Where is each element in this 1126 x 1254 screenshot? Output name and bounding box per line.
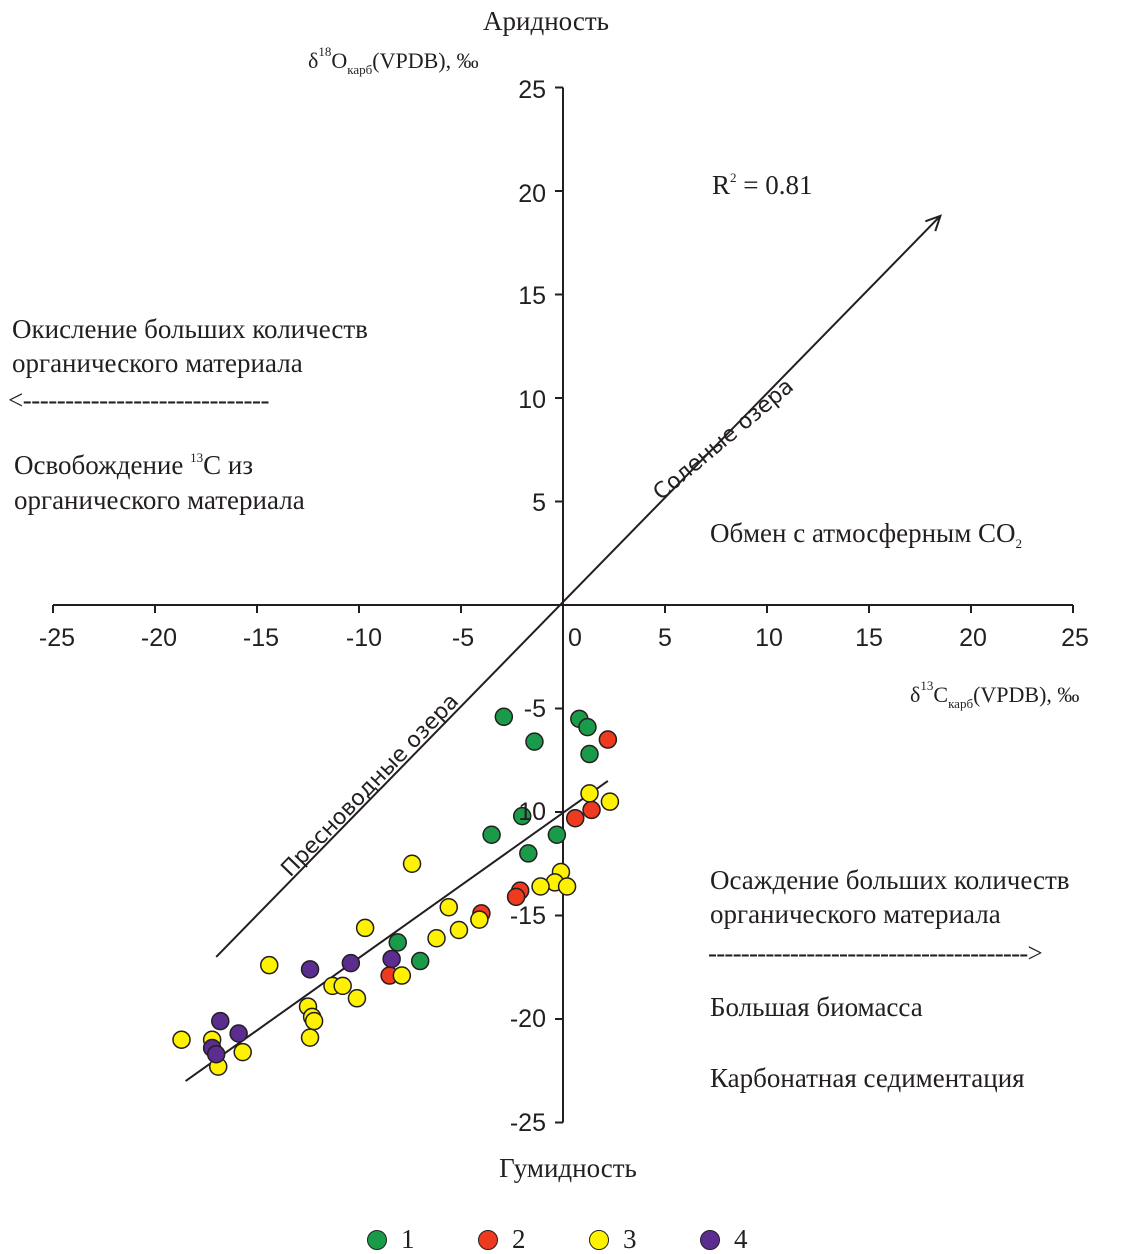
data-point-series-2 bbox=[506, 887, 526, 907]
annotation-carbonate: Карбонатная седиментация bbox=[710, 1063, 1025, 1093]
data-point-series-1 bbox=[547, 825, 567, 845]
legend-marker-3 bbox=[589, 1229, 609, 1250]
x-axis-label: δ13Cкарб(VPDB), ‰ bbox=[910, 678, 1080, 711]
data-point-series-2 bbox=[565, 808, 585, 828]
regression-line bbox=[185, 780, 609, 1082]
data-point-series-1 bbox=[578, 717, 597, 737]
y-tick-label: 25 bbox=[518, 76, 546, 104]
annotation-biomass: Большая биомасса bbox=[710, 992, 923, 1022]
legend-item-2: 2 bbox=[478, 1226, 526, 1253]
legend-label-1: 1 bbox=[401, 1224, 415, 1254]
regression-line-path bbox=[185, 780, 609, 1082]
x-tick-label: 0 bbox=[568, 624, 582, 652]
y-tick-label: -15 bbox=[509, 902, 546, 930]
diagonal-arrow bbox=[215, 214, 943, 958]
y-tick-label: 15 bbox=[518, 282, 546, 310]
left-dashed-arrow: <----------------------------- bbox=[8, 385, 269, 415]
data-point-series-3 bbox=[427, 929, 446, 948]
data-point-series-3 bbox=[300, 1028, 320, 1047]
axes bbox=[52, 86, 1074, 1124]
data-point-series-3 bbox=[600, 792, 620, 811]
data-point-series-4 bbox=[341, 953, 361, 973]
annotation-co2-exchange: Обмен с атмосферным СО2 bbox=[710, 518, 1023, 551]
x-tick-label: -10 bbox=[345, 624, 383, 652]
data-point-series-3 bbox=[259, 955, 279, 975]
data-point-series-4 bbox=[211, 1011, 230, 1031]
legend-marker-4 bbox=[700, 1229, 720, 1250]
legend-label-4: 4 bbox=[734, 1224, 748, 1254]
x-tick-label: 5 bbox=[658, 624, 672, 652]
legend-marker-2 bbox=[478, 1229, 498, 1250]
legend-item-3: 3 bbox=[589, 1226, 637, 1253]
aridity-label: Аридность bbox=[483, 6, 609, 36]
y-tick-label: 10 bbox=[518, 386, 546, 414]
data-point-series-3 bbox=[304, 1011, 324, 1031]
data-point-series-3 bbox=[580, 784, 599, 803]
data-point-series-1 bbox=[580, 744, 599, 764]
diagonal-arrow-line bbox=[215, 215, 942, 958]
annotation-deposition: Осаждение больших количеств bbox=[710, 865, 1070, 895]
data-point-series-4 bbox=[206, 1044, 226, 1064]
data-point-series-1 bbox=[482, 825, 501, 845]
legend-item-4: 4 bbox=[700, 1226, 748, 1253]
data-point-series-1 bbox=[388, 933, 408, 952]
diagonal-arrow-head bbox=[925, 214, 943, 232]
data-point-series-1 bbox=[512, 806, 532, 826]
annotation-organic-material: органического материала bbox=[12, 348, 303, 378]
data-point-series-1 bbox=[525, 732, 544, 751]
data-point-series-4 bbox=[382, 949, 401, 969]
x-tick-label: 15 bbox=[855, 624, 883, 652]
y-tick-label: -20 bbox=[509, 1005, 546, 1033]
y-tick-label: 5 bbox=[532, 489, 546, 517]
annotation-organic-material-2: органического материала bbox=[14, 485, 305, 515]
x-tick-label: -25 bbox=[38, 624, 76, 652]
x-tick-label: -5 bbox=[451, 624, 475, 652]
data-point-series-3 bbox=[233, 1042, 252, 1062]
legend-item-1: 1 bbox=[367, 1226, 415, 1253]
data-point-series-2 bbox=[598, 730, 618, 749]
legend-label-3: 3 bbox=[623, 1224, 637, 1254]
x-tick-label: -15 bbox=[242, 624, 280, 652]
humidity-label: Гумидность bbox=[499, 1153, 637, 1183]
data-point-series-3 bbox=[439, 897, 459, 917]
y-tick-label: -25 bbox=[509, 1109, 546, 1137]
x-tick-label: 10 bbox=[755, 624, 783, 652]
y-tick-label: 20 bbox=[518, 180, 546, 208]
y-tick-label: -5 bbox=[523, 695, 546, 723]
x-tick-label: -20 bbox=[140, 624, 178, 652]
right-dashed-arrow: ---------------------------------------> bbox=[708, 938, 1043, 968]
y-axis-label: δ18Oкарб(VPDB), ‰ bbox=[308, 44, 479, 77]
legend-label-2: 2 bbox=[512, 1224, 526, 1254]
data-point-series-1 bbox=[494, 707, 514, 727]
data-point-series-3 bbox=[531, 877, 550, 896]
data-point-series-2 bbox=[582, 800, 601, 820]
data-point-series-1 bbox=[410, 951, 430, 971]
data-point-series-3 bbox=[333, 976, 352, 996]
data-point-series-4 bbox=[229, 1024, 248, 1043]
data-point-series-3 bbox=[392, 966, 412, 985]
r-squared-label: R2 = 0.81 bbox=[712, 170, 813, 200]
data-point-series-3 bbox=[347, 989, 367, 1008]
legend-marker-1 bbox=[367, 1229, 387, 1250]
annotation-organic-material-3: органического материала bbox=[710, 899, 1001, 929]
data-point-series-3 bbox=[470, 910, 489, 929]
data-point-series-4 bbox=[300, 960, 320, 979]
data-point-series-3 bbox=[557, 877, 577, 896]
x-tick-label: 20 bbox=[959, 624, 987, 652]
data-point-series-1 bbox=[519, 844, 538, 863]
y-tick-label: 10 bbox=[518, 798, 546, 826]
annotation-oxidation: Окисление больших количеств bbox=[12, 314, 368, 344]
data-point-series-3 bbox=[172, 1030, 191, 1049]
data-point-series-3 bbox=[402, 854, 422, 873]
data-points bbox=[172, 707, 620, 1076]
x-tick-label: 25 bbox=[1061, 624, 1089, 652]
data-point-series-3 bbox=[355, 918, 375, 938]
annotation-release-13c: Освобождение 13С из bbox=[14, 450, 253, 480]
data-point-series-3 bbox=[449, 920, 469, 940]
